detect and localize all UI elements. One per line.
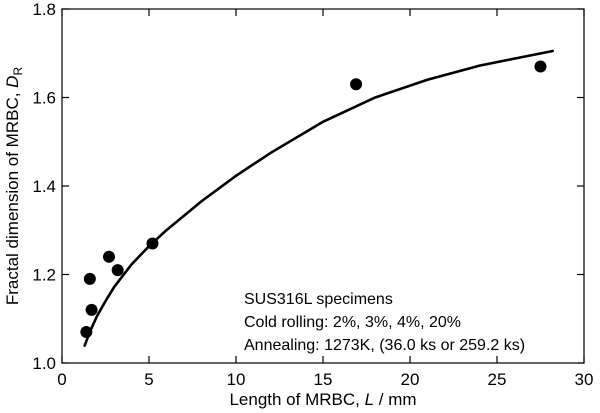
x-tick-label: 20 [401, 370, 420, 389]
data-point [80, 326, 93, 339]
x-tick-label: 5 [144, 370, 153, 389]
y-tick-label: 1.4 [32, 177, 56, 196]
annotation-line-1: SUS316L specimens [244, 291, 393, 308]
x-tick-label: 15 [314, 370, 333, 389]
annotation-line-3: Annealing: 1273K, (36.0 ks or 259.2 ks) [244, 337, 525, 354]
x-tick-label: 30 [575, 370, 594, 389]
data-point [102, 250, 115, 263]
x-axis-title-unit: / mm [374, 390, 417, 409]
plot-area-frame [61, 8, 585, 364]
data-point [85, 303, 98, 316]
x-tick-label: 0 [57, 370, 66, 389]
y-tick-label: 1.2 [32, 266, 56, 285]
x-axis-title-variable: L [365, 390, 374, 409]
y-axis-ticks [62, 8, 584, 364]
y-axis-tick-labels: 1.0 1.2 1.4 1.6 1.8 [32, 0, 56, 373]
y-axis-title: Fractal dimension of MRBC, DR [3, 67, 25, 306]
data-point [534, 60, 547, 73]
data-point [146, 237, 159, 250]
x-axis-tick-labels: 0 5 10 15 20 25 30 [57, 370, 593, 389]
data-point [83, 272, 96, 285]
annotation-line-2: Cold rolling: 2%, 3%, 4%, 20% [244, 314, 461, 331]
data-points [80, 60, 547, 339]
x-tick-label: 10 [227, 370, 246, 389]
y-tick-label: 1.0 [32, 354, 56, 373]
x-axis-title: Length of MRBC, L / mm [229, 390, 416, 409]
x-tick-label: 25 [488, 370, 507, 389]
data-point [350, 78, 363, 91]
fitted-curve [83, 49, 554, 347]
x-axis-ticks [61, 9, 585, 363]
y-tick-label: 1.6 [32, 89, 56, 108]
y-axis-title-variable: D [3, 76, 22, 88]
x-axis-title-prefix: Length of MRBC, [229, 390, 364, 409]
data-point [111, 264, 124, 277]
y-tick-label: 1.8 [32, 0, 56, 19]
y-axis-title-subscript: R [11, 67, 25, 76]
y-axis-title-prefix: Fractal dimension of MRBC, [3, 88, 22, 305]
